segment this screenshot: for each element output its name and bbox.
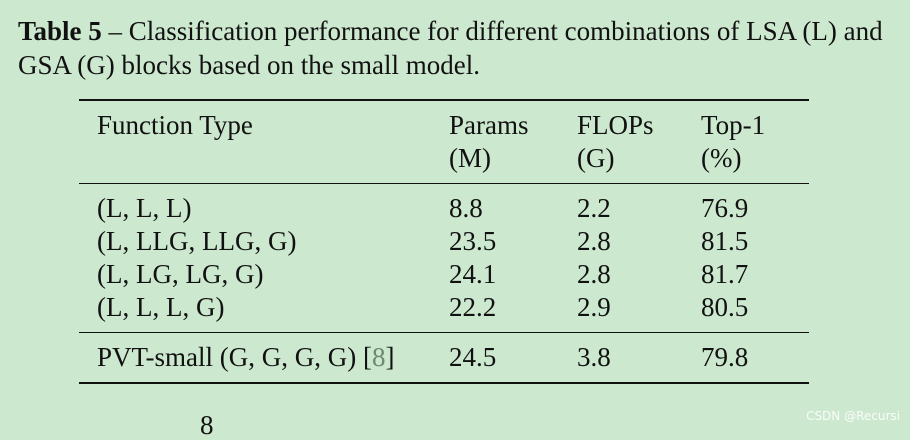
header-function-type-line2	[79, 142, 449, 175]
watermark: CSDN @Recursi	[806, 409, 900, 423]
cell-params: 22.2	[449, 292, 497, 322]
header-flops-unit: (G)	[577, 143, 615, 173]
caption-text: – Classification performance for differe…	[18, 16, 883, 80]
cell-top1: 76.9	[701, 193, 749, 223]
table-row: (L, L, L) 8.8 2.2 76.9	[79, 192, 809, 225]
mid-rule	[79, 183, 809, 184]
header-function-type: Function Type	[97, 110, 253, 140]
cell-params: 24.1	[449, 259, 497, 289]
table-row-baseline: PVT-small (G, G, G, G) [8] 24.5 3.8 79.8	[79, 341, 809, 374]
baseline-type-prefix: PVT-small (G, G, G, G) [	[97, 342, 372, 372]
caption-label: Table 5	[18, 16, 102, 46]
table-caption: Table 5 – Classification performance for…	[18, 14, 898, 82]
cell-params: 23.5	[449, 226, 497, 256]
cell-top1: 79.8	[701, 342, 749, 372]
cell-flops: 2.8	[577, 226, 611, 256]
cell-type: (L, LG, LG, G)	[97, 259, 264, 289]
bottom-rule	[79, 382, 809, 384]
header-params: Params	[449, 110, 529, 140]
header-flops: FLOPs	[577, 110, 654, 140]
page-number: 8	[200, 410, 214, 440]
header-params-unit: (M)	[449, 143, 491, 173]
cell-params: 24.5	[449, 342, 497, 372]
cell-top1: 81.5	[701, 226, 749, 256]
table-row: (L, L, L, G) 22.2 2.9 80.5	[79, 291, 809, 324]
baseline-rule	[79, 332, 809, 333]
cell-flops: 2.9	[577, 292, 611, 322]
cell-flops: 2.8	[577, 259, 611, 289]
table-body: (L, L, L) 8.8 2.2 76.9 (L, LLG, LLG, G) …	[79, 184, 809, 332]
cell-type: (L, L, L)	[97, 193, 192, 223]
cell-flops: 3.8	[577, 342, 611, 372]
cell-top1: 80.5	[701, 292, 749, 322]
cell-params: 8.8	[449, 193, 483, 223]
citation-link[interactable]: 8	[371, 342, 386, 372]
cell-flops: 2.2	[577, 193, 611, 223]
cell-type: (L, LLG, LLG, G)	[97, 226, 297, 256]
top-rule	[79, 99, 809, 101]
cell-type: (L, L, L, G)	[97, 292, 225, 322]
cell-top1: 81.7	[701, 259, 749, 289]
results-table: Function Type Params FLOPs Top-1 (M) (G)…	[79, 99, 809, 384]
table-header: Function Type Params FLOPs Top-1 (M) (G)…	[79, 101, 809, 183]
cell-type-baseline: PVT-small (G, G, G, G) [8]	[79, 341, 449, 374]
table-baseline: PVT-small (G, G, G, G) [8] 24.5 3.8 79.8	[79, 333, 809, 382]
header-top1-unit: (%)	[701, 143, 742, 173]
header-top1: Top-1	[701, 110, 766, 140]
baseline-type-suffix: ]	[385, 342, 395, 372]
table-row: (L, LG, LG, G) 24.1 2.8 81.7	[79, 258, 809, 291]
table-row: (L, LLG, LLG, G) 23.5 2.8 81.5	[79, 225, 809, 258]
